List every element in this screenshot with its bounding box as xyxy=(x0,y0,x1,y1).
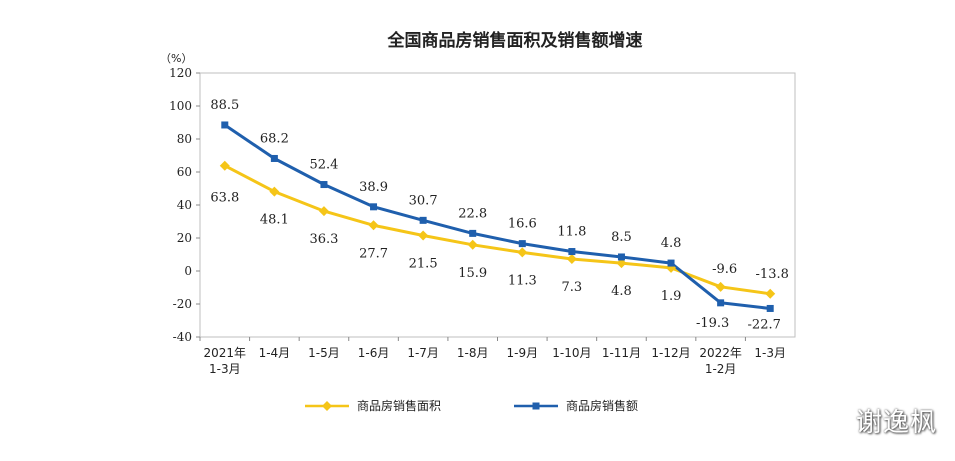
x-tick-label: 1-11月 xyxy=(602,346,641,360)
legend-marker xyxy=(532,402,540,410)
data-label: 21.5 xyxy=(409,257,438,272)
y-tick-label: -40 xyxy=(173,330,192,344)
data-label: 48.1 xyxy=(260,213,289,228)
data-labels: 88.5 63.8 68.2 48.1 52.4 36.3 38.9 27.7 30.7 21.5… xyxy=(210,98,789,332)
data-point xyxy=(419,216,427,224)
series-line-0 xyxy=(224,164,771,296)
x-tick-label: 1-4月 xyxy=(259,346,291,360)
data-point xyxy=(318,206,329,217)
x-axis: 2021年 1-3月 1-4月 1-5月 1-6月 1-7月 1-8月 1-9月 1-10月 1-… xyxy=(199,337,786,376)
data-label: 7.3 xyxy=(562,280,583,295)
data-point xyxy=(717,299,725,307)
data-point xyxy=(370,203,378,211)
y-tick-label: 80 xyxy=(177,132,192,146)
data-point xyxy=(568,248,576,256)
series-lines xyxy=(223,123,771,310)
x-tick-label: 1-6月 xyxy=(358,346,390,360)
data-label: 8.5 xyxy=(611,230,632,245)
data-point xyxy=(518,240,526,248)
data-point xyxy=(616,258,627,269)
watermark: 谢逸枫 xyxy=(855,408,937,438)
y-tick-label: 40 xyxy=(177,198,192,212)
x-tick-label: 2022年 xyxy=(699,346,742,360)
y-tick-label: 100 xyxy=(169,99,192,113)
data-label: -19.3 xyxy=(696,316,729,331)
data-label: 11.8 xyxy=(557,225,586,240)
x-tick-label: 1-8月 xyxy=(457,346,489,360)
data-point xyxy=(219,160,230,171)
data-label: 15.9 xyxy=(458,266,487,281)
chart-title: 全国商品房销售面积及销售额增速 xyxy=(387,30,643,51)
x-tick-label: 1-7月 xyxy=(407,346,439,360)
data-label: -9.6 xyxy=(712,262,737,277)
data-label: 68.2 xyxy=(260,131,289,146)
legend-marker xyxy=(322,401,332,411)
data-label: 16.6 xyxy=(508,217,537,232)
data-label: 4.8 xyxy=(661,236,682,251)
series-markers xyxy=(219,121,776,312)
data-point xyxy=(517,247,528,258)
legend-label: 商品房销售面积 xyxy=(357,398,441,413)
y-tick-label: 20 xyxy=(177,231,192,245)
data-label: 11.3 xyxy=(508,273,537,288)
data-label: 27.7 xyxy=(359,246,388,261)
x-tick-label: 1-3月 xyxy=(754,346,786,360)
data-point xyxy=(617,253,625,261)
data-point xyxy=(469,229,477,237)
data-label: 4.8 xyxy=(611,284,632,299)
x-tick-label: 1-10月 xyxy=(552,346,591,360)
data-label: -13.8 xyxy=(756,267,789,282)
y-tick-label: -20 xyxy=(173,297,192,311)
data-point xyxy=(566,253,577,264)
data-label: 36.3 xyxy=(309,232,338,247)
x-tick-label: 1-5月 xyxy=(308,346,340,360)
y-tick-label: 120 xyxy=(169,66,192,80)
data-point xyxy=(667,259,675,267)
data-point xyxy=(368,220,379,231)
data-label: 88.5 xyxy=(210,98,239,113)
legend-label: 商品房销售额 xyxy=(566,398,638,413)
data-label: -22.7 xyxy=(748,317,781,332)
data-point xyxy=(269,186,280,197)
x-tick-label: 2021年 xyxy=(204,346,247,360)
y-axis: 120 100 80 60 40 20 0 -20 -40 xyxy=(169,66,200,344)
x-tick-label: 1-12月 xyxy=(651,346,690,360)
data-point xyxy=(320,181,328,189)
x-tick-label: 1-9月 xyxy=(506,346,538,360)
data-label: 1.9 xyxy=(661,289,682,304)
data-label: 63.8 xyxy=(210,191,239,206)
data-point xyxy=(715,281,726,292)
series-line-1 xyxy=(223,123,771,310)
y-tick-label: 0 xyxy=(184,264,192,278)
data-point xyxy=(270,154,278,162)
legend: 商品房销售面积 商品房销售额 xyxy=(305,398,638,413)
x-tick-label: 1-3月 xyxy=(209,362,241,376)
data-label: 30.7 xyxy=(409,193,438,208)
data-label: 52.4 xyxy=(309,158,338,173)
x-tick-label: 1-2月 xyxy=(705,362,737,376)
data-point xyxy=(765,288,776,299)
plot-area xyxy=(199,72,796,338)
y-tick-label: 60 xyxy=(177,165,192,179)
y-axis-unit: （%） xyxy=(160,52,192,65)
data-point xyxy=(467,239,478,250)
data-point xyxy=(766,304,774,312)
data-point xyxy=(418,230,429,241)
data-point xyxy=(221,121,229,129)
data-label: 38.9 xyxy=(359,180,388,195)
data-label: 22.8 xyxy=(458,206,487,221)
